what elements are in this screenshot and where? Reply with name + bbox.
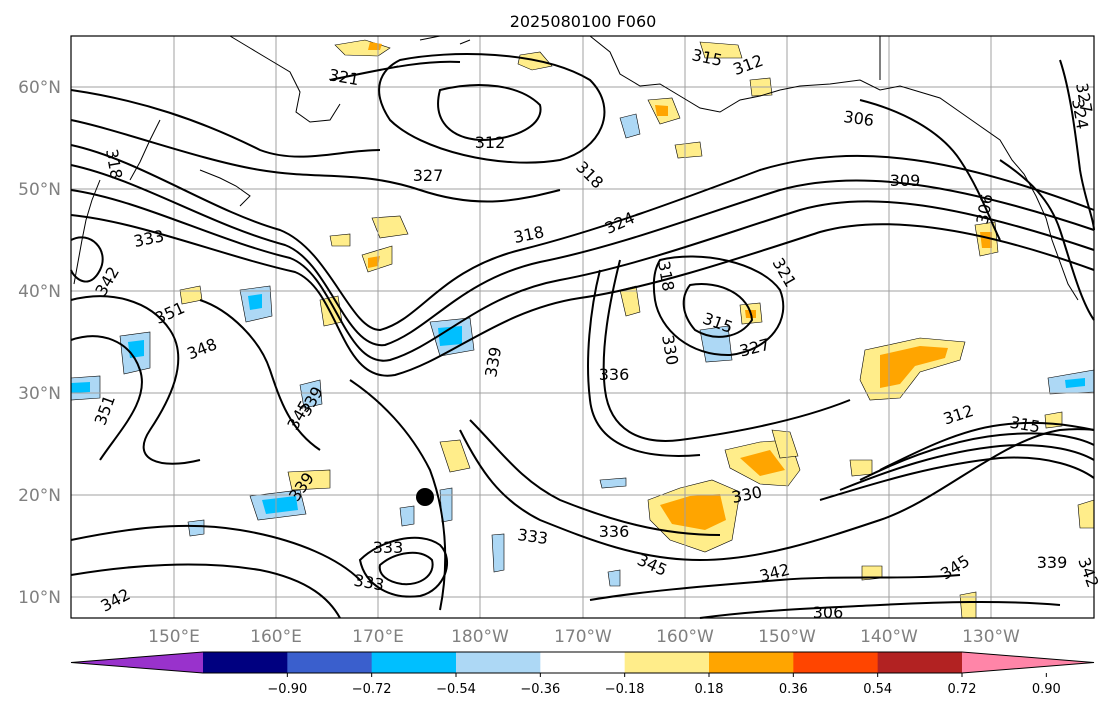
lat-tick: 50°N	[18, 180, 61, 200]
contour-label: 306	[842, 107, 875, 130]
map-panel: 321 318 312 318 327 315 312 306 309 324 …	[70, 35, 1103, 622]
colorbar-segment	[371, 652, 457, 673]
lon-tick: 150°E	[148, 627, 200, 647]
lon-tick: 130°W	[962, 627, 1020, 647]
colorbar-extend-high	[962, 652, 1094, 673]
colorbar-tick-label: 0.72	[948, 682, 977, 697]
lon-tick: 170°W	[554, 627, 612, 647]
lon-tick: 140°W	[860, 627, 918, 647]
colorbar-tick-label: 0.18	[695, 682, 724, 697]
contour-label: 333	[516, 525, 549, 548]
lon-tick: 170°E	[352, 627, 404, 647]
lon-tick: 160°W	[656, 627, 714, 647]
colorbar-tick-label: 0.90	[1032, 682, 1061, 697]
contour-label: 336	[599, 365, 630, 384]
storm-center-marker	[416, 488, 434, 506]
colorbar-tick-label: −0.36	[520, 682, 560, 697]
lon-tick: 150°W	[758, 627, 816, 647]
map-title: 2025080100 F060	[510, 12, 657, 31]
lat-tick: 60°N	[18, 78, 61, 98]
colorbar-tick-label: 0.36	[779, 682, 808, 697]
lat-tick: 30°N	[18, 384, 61, 404]
contour-label: 339	[1037, 553, 1068, 572]
colorbar-segment	[203, 652, 288, 673]
colorbar-tick-label: −0.54	[436, 682, 476, 697]
contour-label: 336	[599, 522, 630, 541]
colorbar-segment	[624, 652, 710, 673]
colorbar-tick-label: 0.54	[863, 682, 892, 697]
colorbar-segment	[456, 652, 541, 673]
lat-tick: 40°N	[18, 282, 61, 302]
colorbar-segment	[877, 652, 963, 673]
contour-label: 306	[813, 603, 844, 622]
colorbar: −0.90 −0.72 −0.54 −0.36 −0.18 0.18 0.36 0.54 0.7…	[70, 651, 1095, 697]
contour-label: 327	[413, 166, 444, 185]
shading-layer	[70, 39, 1095, 619]
contour-label: 333	[373, 538, 404, 557]
colorbar-segment	[540, 652, 626, 673]
lat-tick: 20°N	[18, 486, 61, 506]
colorbar-segment	[793, 652, 879, 673]
contour-label: 309	[890, 171, 921, 190]
colorbar-segment	[709, 652, 794, 673]
lon-tick: 180°W	[451, 627, 509, 647]
colorbar-outline	[70, 651, 1095, 674]
contour-label: 312	[475, 133, 506, 152]
lon-axis: 150°E 160°E 170°E 180°W 170°W 160°W 150°…	[148, 627, 1020, 647]
contour-lines	[70, 53, 1095, 619]
colorbar-extend-low	[71, 652, 203, 673]
lat-axis: 10°N 20°N 30°N 40°N 50°N 60°N	[18, 78, 61, 608]
lon-tick: 160°E	[250, 627, 302, 647]
graticule	[71, 36, 1094, 618]
coastlines	[73, 35, 1079, 301]
colorbar-tick-label: −0.72	[352, 682, 392, 697]
lat-tick: 10°N	[18, 588, 61, 608]
colorbar-tick-label: −0.18	[605, 682, 645, 697]
colorbar-tick-label: −0.90	[267, 682, 307, 697]
colorbar-segment	[287, 652, 373, 673]
